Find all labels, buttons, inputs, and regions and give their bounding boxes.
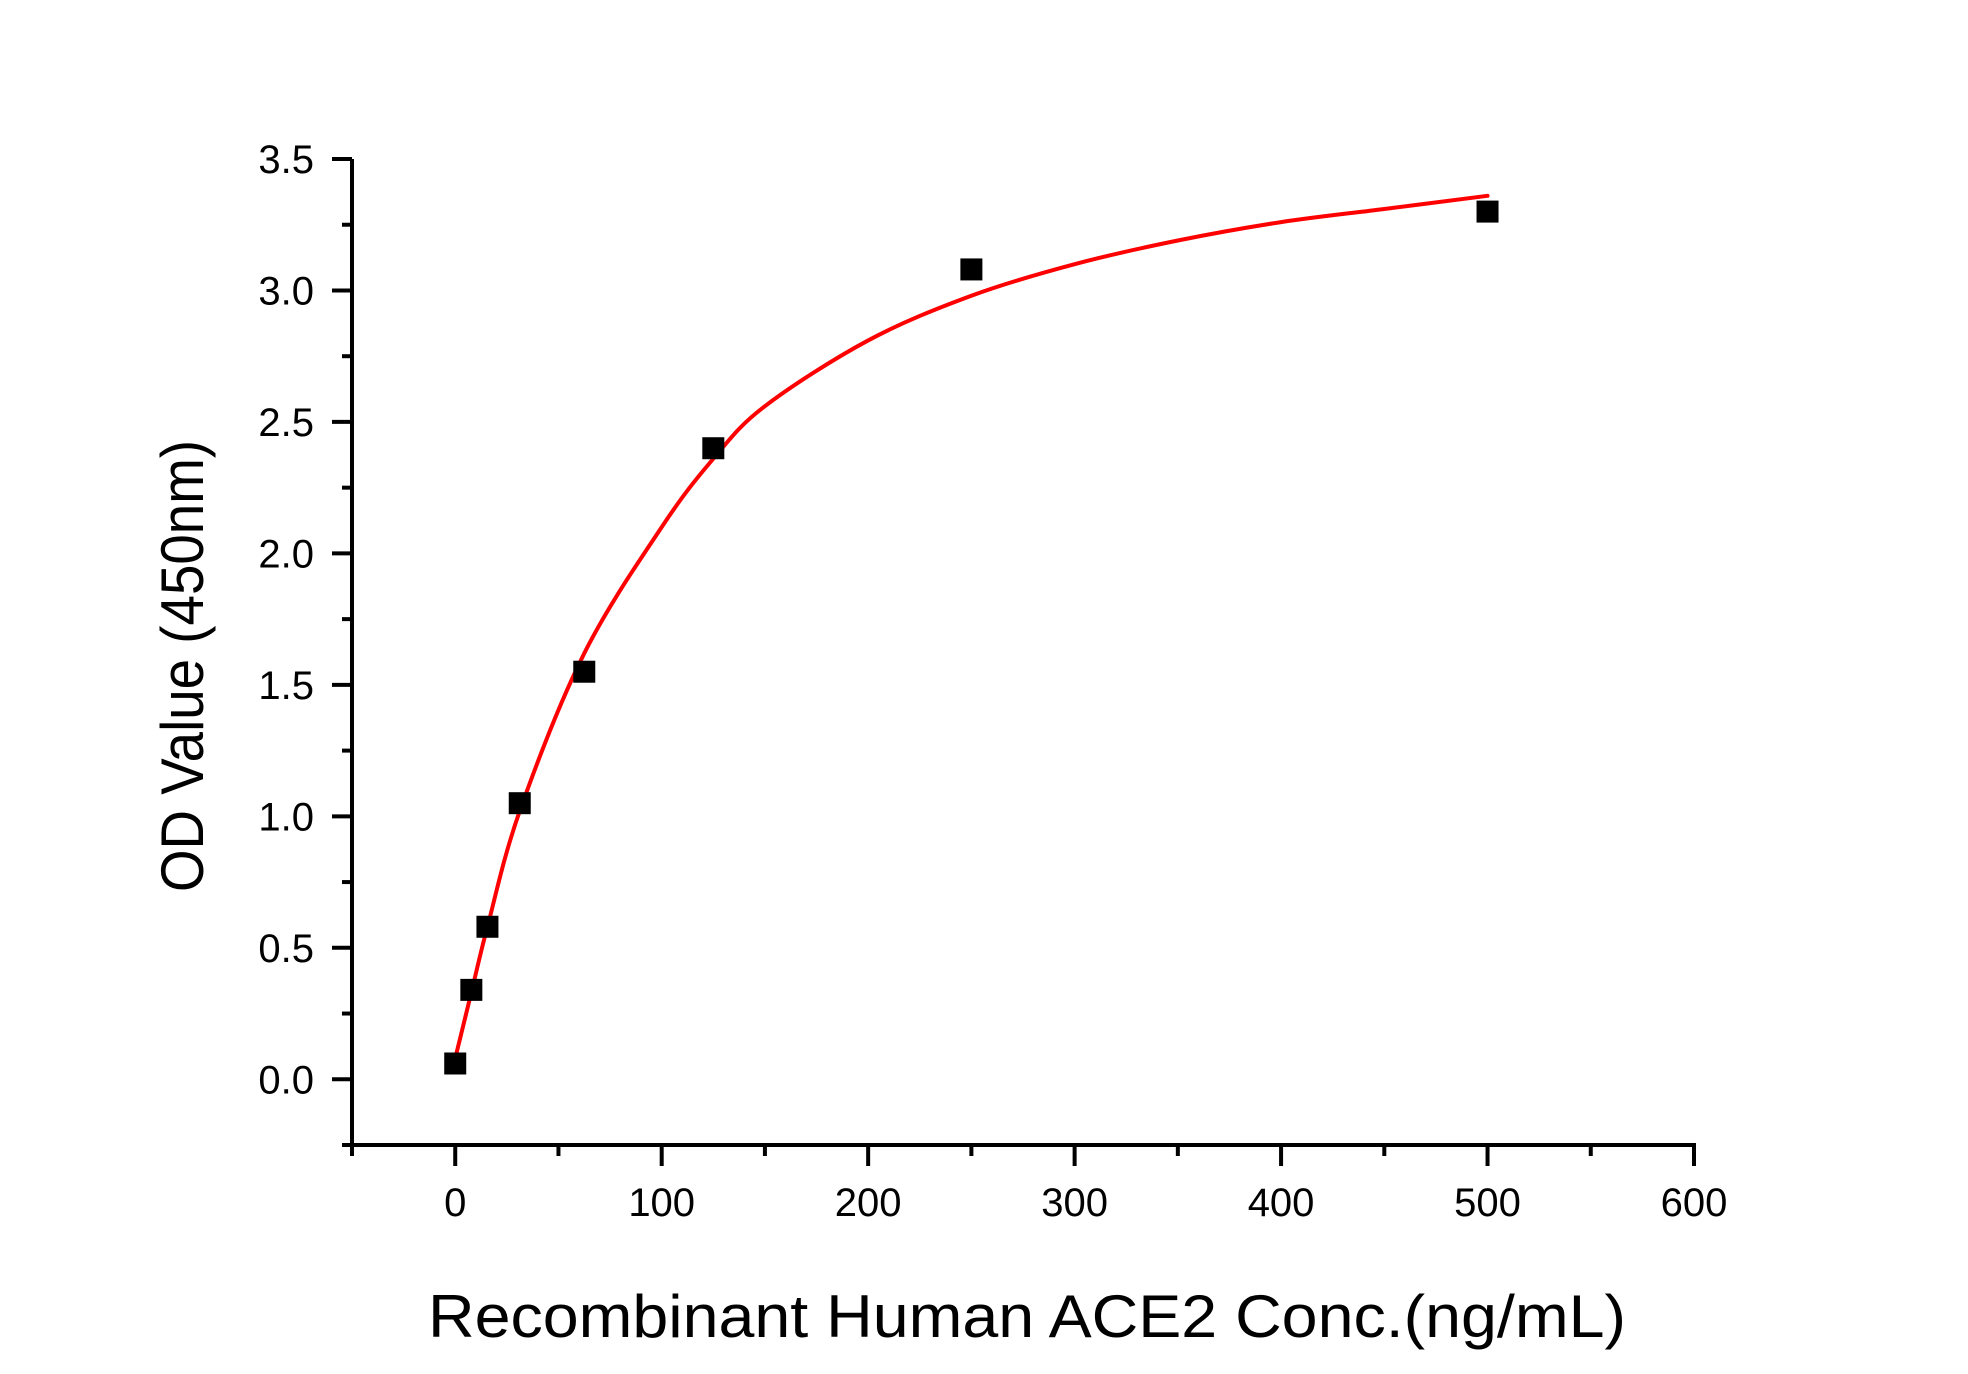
x-tick-label: 300 (1041, 1181, 1108, 1225)
y-axis-title: OD Value (450nm) (149, 440, 216, 892)
square-marker (960, 258, 983, 281)
plot-area (444, 193, 1499, 1075)
y-tick-label: 0.5 (258, 927, 314, 971)
y-axis: 0.0 0.5 1.0 1.5 2.0 2.5 3.0 3.5 (258, 138, 354, 1147)
y-tick-label: 2.0 (258, 532, 314, 576)
square-marker (702, 437, 725, 460)
x-tick-label: 200 (835, 1181, 902, 1225)
fitted-curve (453, 193, 1490, 1061)
square-marker (460, 978, 483, 1001)
square-marker (1476, 200, 1499, 223)
x-tick-label: 600 (1661, 1181, 1728, 1225)
y-tick-label: 1.0 (258, 795, 314, 839)
square-marker (508, 792, 531, 815)
x-tick-label: 500 (1454, 1181, 1521, 1225)
square-marker (573, 660, 596, 683)
x-tick-label: 400 (1248, 1181, 1315, 1225)
square-marker (476, 915, 499, 938)
y-tick-label: 3.0 (258, 269, 314, 313)
x-axis: 0 100 200 300 400 500 600 (350, 1143, 1728, 1225)
y-tick-label: 3.5 (258, 138, 314, 182)
y-ticks: 0.0 0.5 1.0 1.5 2.0 2.5 3.0 3.5 (258, 138, 352, 1147)
y-tick-label: 1.5 (258, 664, 314, 708)
square-marker (444, 1052, 467, 1075)
x-ticks: 0 100 200 300 400 500 600 (350, 1145, 1728, 1225)
x-tick-label: 100 (628, 1181, 695, 1225)
y-tick-label: 2.5 (258, 401, 314, 445)
x-axis-title: Recombinant Human ACE2 Conc.(ng/mL) (428, 1283, 1626, 1350)
fit-curve-path (453, 193, 1490, 1061)
y-tick-label: 0.0 (258, 1058, 314, 1102)
x-tick-label: 0 (444, 1181, 466, 1225)
data-points (444, 200, 1499, 1075)
